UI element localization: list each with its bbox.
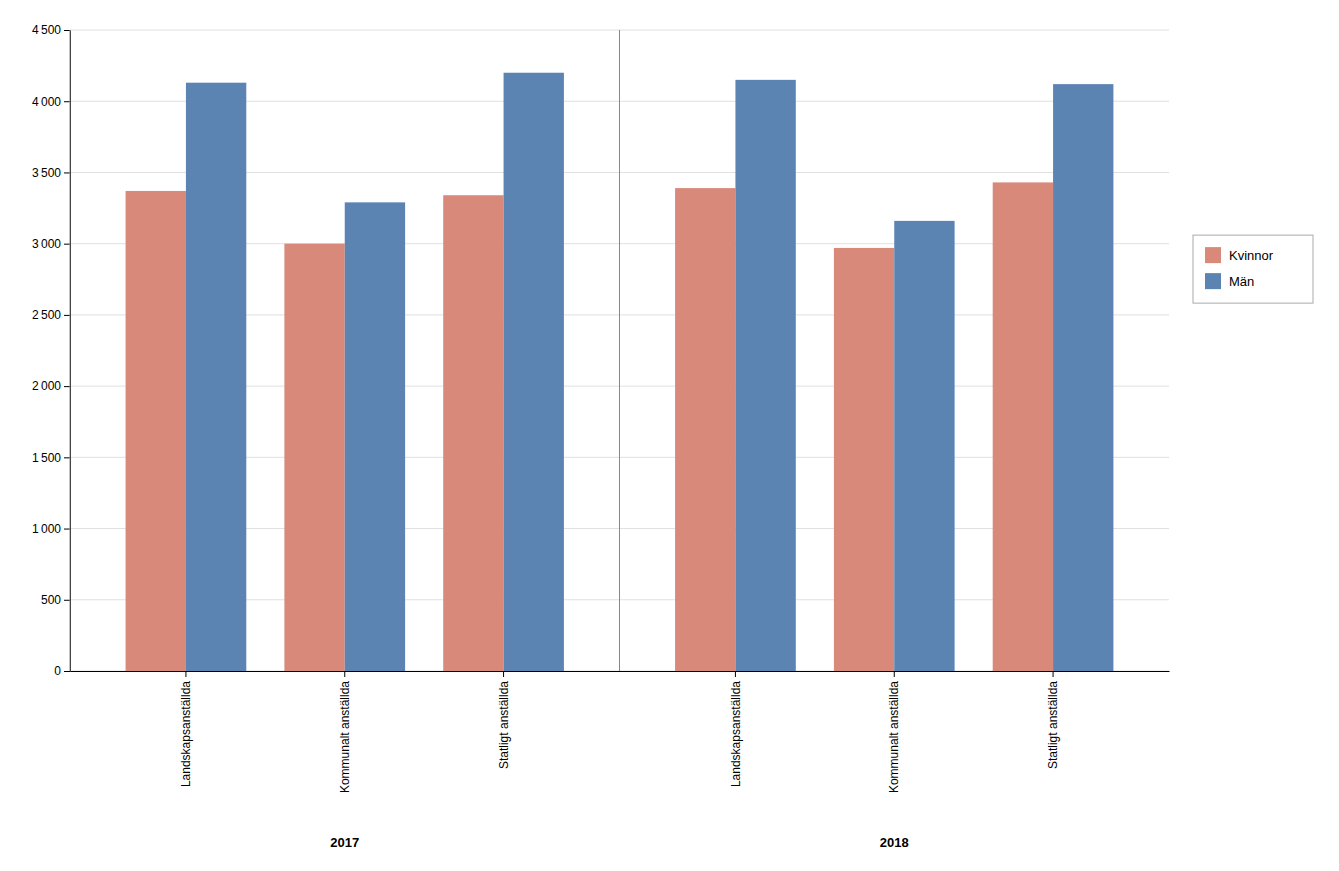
y-tick-mark bbox=[64, 244, 70, 245]
bar bbox=[894, 221, 954, 671]
y-tick: 3 500 bbox=[32, 166, 70, 180]
x-tick: Landskapsanställda bbox=[179, 671, 193, 787]
y-tick: 0 bbox=[54, 664, 70, 678]
y-tick-mark bbox=[64, 600, 70, 601]
legend-frame bbox=[1193, 235, 1313, 303]
bar bbox=[345, 202, 405, 671]
y-tick-mark bbox=[64, 671, 70, 672]
x-tick-mark bbox=[894, 671, 895, 677]
legend-label: Kvinnor bbox=[1229, 248, 1274, 263]
y-tick: 1 500 bbox=[32, 451, 70, 465]
x-tick: Statligt anställda bbox=[497, 671, 511, 769]
bar bbox=[504, 73, 564, 671]
y-tick: 4 500 bbox=[32, 23, 70, 37]
x-tick-label: Kommunalt anställda bbox=[887, 681, 901, 793]
x-tick-mark bbox=[1053, 671, 1054, 677]
bar bbox=[675, 188, 735, 671]
x-tick-mark bbox=[344, 671, 345, 677]
x-tick-label: Landskapsanställda bbox=[179, 681, 193, 787]
x-tick: Statligt anställda bbox=[1046, 671, 1060, 769]
y-tick-label: 3 500 bbox=[32, 166, 61, 180]
y-tick: 2 000 bbox=[32, 379, 70, 393]
bar bbox=[186, 83, 246, 671]
y-tick-mark bbox=[64, 172, 70, 173]
y-tick-mark bbox=[64, 529, 70, 530]
y-tick-mark bbox=[64, 30, 70, 31]
x-tick-label: Kommunalt anställda bbox=[338, 681, 352, 793]
bar bbox=[443, 195, 503, 671]
bar bbox=[126, 191, 186, 671]
group-separator bbox=[619, 30, 620, 671]
legend-swatch bbox=[1205, 273, 1221, 289]
y-tick-mark bbox=[64, 315, 70, 316]
y-tick: 3 000 bbox=[32, 237, 70, 251]
x-tick-mark bbox=[735, 671, 736, 677]
legend-label: Män bbox=[1229, 274, 1254, 289]
y-tick-label: 1 500 bbox=[32, 451, 61, 465]
legend: Kvinnor Män bbox=[1193, 235, 1313, 303]
group-separator bbox=[70, 30, 71, 671]
x-tick-mark bbox=[503, 671, 504, 677]
group-label: 2018 bbox=[880, 835, 909, 850]
group-labels: 2017 2018 bbox=[330, 835, 908, 850]
y-axis: 0 500 1 000 1 500 2 000 2 500 3 000 3 500 4 000 4… bbox=[32, 23, 71, 678]
y-tick: 1 000 bbox=[32, 522, 70, 536]
x-tick: Landskapsanställda bbox=[729, 671, 743, 787]
y-tick: 2 500 bbox=[32, 308, 70, 322]
separators bbox=[70, 30, 620, 671]
y-tick-label: 4 000 bbox=[32, 95, 61, 109]
legend-item: Män bbox=[1205, 273, 1254, 289]
plot: 0 500 1 000 1 500 2 000 2 500 3 000 3 500 4 000 4… bbox=[32, 23, 1170, 793]
chart: 0 500 1 000 1 500 2 000 2 500 3 000 3 500 4 000 4… bbox=[0, 0, 1339, 871]
x-tick-mark bbox=[185, 671, 186, 677]
bar bbox=[834, 248, 894, 671]
y-tick-label: 0 bbox=[54, 664, 61, 678]
x-axis: Landskapsanställda Kommunalt anställda Sta… bbox=[71, 671, 621, 793]
legend-item: Kvinnor bbox=[1205, 247, 1274, 263]
y-tick-label: 500 bbox=[41, 593, 61, 607]
group-label: 2017 bbox=[330, 835, 359, 850]
bar bbox=[993, 182, 1053, 671]
y-tick-mark bbox=[64, 457, 70, 458]
x-tick: Kommunalt anställda bbox=[338, 671, 352, 793]
y-tick-label: 2 500 bbox=[32, 308, 61, 322]
y-tick-mark bbox=[64, 101, 70, 102]
x-axis: Landskapsanställda Kommunalt anställda Sta… bbox=[620, 671, 1170, 793]
y-tick-mark bbox=[64, 386, 70, 387]
x-tick-label: Statligt anställda bbox=[1046, 681, 1060, 769]
legend-swatch bbox=[1205, 247, 1221, 263]
y-tick-label: 2 000 bbox=[32, 379, 61, 393]
bar bbox=[735, 80, 795, 671]
y-tick-label: 1 000 bbox=[32, 522, 61, 536]
y-tick: 4 000 bbox=[32, 95, 70, 109]
bar bbox=[1053, 84, 1113, 671]
y-tick-label: 4 500 bbox=[32, 23, 61, 37]
y-tick: 500 bbox=[41, 593, 70, 607]
x-tick: Kommunalt anställda bbox=[887, 671, 901, 793]
x-tick-label: Landskapsanställda bbox=[729, 681, 743, 787]
y-tick-label: 3 000 bbox=[32, 237, 61, 251]
grid bbox=[70, 30, 1169, 671]
bar bbox=[284, 244, 344, 671]
y-axis-line bbox=[70, 31, 71, 672]
x-tick-label: Statligt anställda bbox=[497, 681, 511, 769]
